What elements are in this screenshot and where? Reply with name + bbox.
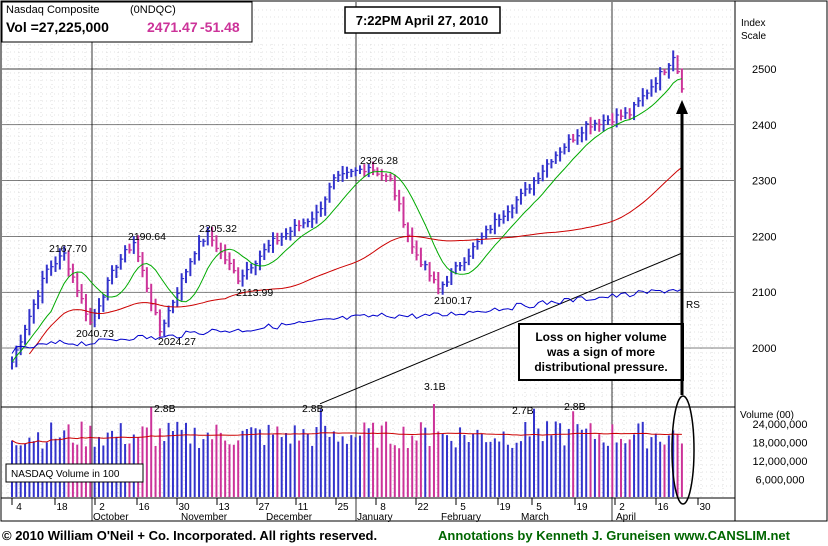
- price-annotation: 2190.64: [128, 231, 166, 243]
- x-tick-label: 30: [178, 502, 190, 513]
- copyright: © 2010 William O'Neil + Co. Incorporated…: [2, 528, 377, 543]
- month-label: January: [357, 512, 393, 523]
- volume-tick-label: 6,000,000: [756, 475, 805, 487]
- volume-tick-label: 24,000,000: [752, 419, 807, 431]
- price-tick-label: 2300: [752, 176, 776, 188]
- x-tick-label: 2: [619, 502, 625, 513]
- price-tick-label: 2400: [752, 120, 776, 132]
- price-annotation: 2100.17: [434, 295, 472, 307]
- header-box: [1, 1, 253, 43]
- x-tick-label: 11: [298, 502, 309, 513]
- timestamp-box: [344, 6, 501, 34]
- annotation-line-1: Loss on higher volume: [535, 330, 667, 344]
- price-tick-label: 2200: [752, 231, 776, 243]
- timestamp: 7:22PM April 27, 2010: [356, 13, 488, 28]
- x-tick-label: 5: [460, 502, 466, 513]
- index-symbol: (0NDQC): [130, 4, 176, 16]
- x-tick-label: 4: [16, 502, 22, 513]
- x-tick-label: 19: [576, 502, 588, 513]
- price-change: -51.48: [200, 19, 240, 35]
- x-tick-label: 2: [99, 502, 105, 513]
- x-tick-label: 5: [536, 502, 542, 513]
- index-scale-title-2: Scale: [741, 31, 766, 42]
- x-tick-label: 22: [417, 502, 429, 513]
- x-tick-label: 19: [499, 502, 511, 513]
- volume-ma-line: [11, 432, 682, 445]
- volume-axis: 24,000,000 18,000,000 12,000,000 6,000,000: [752, 419, 807, 487]
- volume-axis-title: Volume (00): [740, 410, 794, 421]
- price-annotation: 2040.73: [76, 328, 114, 340]
- volume-annotation: 2.8B: [564, 401, 586, 413]
- month-label: March: [521, 512, 549, 523]
- annotation-line-3: distributional pressure.: [534, 360, 667, 374]
- price-annotation: 2024.27: [158, 336, 196, 348]
- x-tick-label: 25: [337, 502, 349, 513]
- volume-annotation: 2.8B: [154, 403, 176, 415]
- month-label: December: [266, 512, 313, 523]
- last-price: 2471.47: [147, 19, 198, 35]
- x-tick-label: 27: [258, 502, 270, 513]
- x-tick-label: 18: [56, 502, 68, 513]
- index-scale-title: Index: [741, 18, 765, 29]
- month-label: October: [93, 512, 129, 523]
- rs-line: [11, 288, 683, 354]
- trend-line: [319, 252, 683, 405]
- time-axis: 4 18 2 16 30 13 27 11 25 8 22 5 19 5 19 2 16 30 October Nov…: [11, 498, 711, 523]
- volume-readout: Vol =27,225,000: [6, 19, 109, 35]
- price-tick-label: 2100: [752, 287, 776, 299]
- x-tick-label: 30: [699, 502, 711, 513]
- volume-tick-label: 12,000,000: [752, 456, 807, 468]
- month-label: February: [441, 512, 481, 523]
- annotation-credit: Annotations by Kenneth J. Gruneisen www.…: [438, 528, 791, 543]
- indicator-lines: [11, 78, 683, 405]
- ma-50-line: [28, 167, 683, 355]
- price-annotation: 2326.28: [360, 155, 398, 167]
- volume-annotation: 2.7B: [512, 405, 534, 417]
- x-tick-label: 8: [380, 502, 386, 513]
- footer: © 2010 William O'Neil + Co. Incorporated…: [0, 523, 828, 546]
- price-annotation: 2167.70: [49, 243, 87, 255]
- footer-text: © 2010 William O'Neil + Co. Incorporated…: [2, 528, 791, 543]
- x-tick-label: 16: [138, 502, 150, 513]
- volume-annotation: 2.8B: [302, 403, 324, 415]
- x-tick-label: 13: [218, 502, 230, 513]
- annotation-line-2: was a sign of more: [546, 345, 655, 359]
- rs-label: RS: [686, 300, 700, 311]
- volume-label: NASDAQ Volume in 100: [11, 469, 120, 480]
- volume-tick-label: 18,000,000: [752, 438, 807, 450]
- price-annotation: 2205.32: [199, 223, 237, 235]
- index-name: Nasdaq Composite: [6, 4, 100, 16]
- price-tick-label: 2000: [752, 343, 776, 355]
- price-annotations: 2167.70 2040.73 2190.64 2024.27 2205.32 2113.…: [49, 155, 586, 417]
- x-tick-label: 16: [657, 502, 669, 513]
- price-annotation: 2113.99: [236, 287, 273, 299]
- annotation-arrow-head: [676, 100, 688, 114]
- volume-label-box: [5, 463, 144, 483]
- volume-annotation: 3.1B: [424, 381, 446, 393]
- ma-10-line: [11, 78, 683, 363]
- month-label: November: [181, 512, 228, 523]
- price-tick-label: 2500: [752, 64, 776, 76]
- price-axis: 2000 2100 2200 2300 2400 2500: [752, 64, 776, 355]
- volume-highlight-ellipse: [671, 395, 695, 505]
- month-label: April: [616, 512, 636, 523]
